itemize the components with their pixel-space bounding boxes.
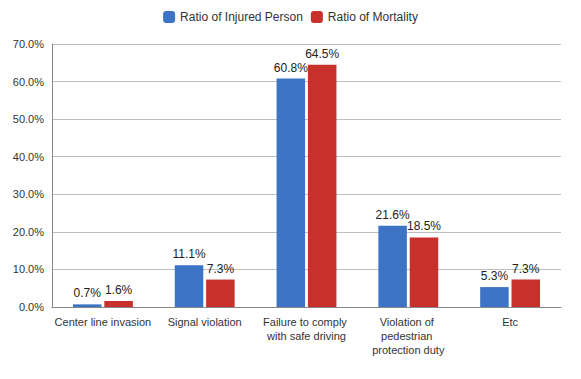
svg-text:50.0%: 50.0%	[13, 113, 44, 125]
svg-text:0.7%: 0.7%	[74, 286, 102, 300]
svg-text:protection duty: protection duty	[372, 344, 445, 356]
svg-text:21.6%: 21.6%	[376, 208, 410, 222]
svg-text:7.3%: 7.3%	[512, 262, 540, 276]
svg-text:70.0%: 70.0%	[13, 38, 44, 50]
svg-text:10.0%: 10.0%	[13, 263, 44, 275]
svg-text:11.1%: 11.1%	[172, 247, 205, 261]
svg-text:20.0%: 20.0%	[13, 226, 44, 238]
svg-text:Ratio of Injured Person: Ratio of Injured Person	[180, 10, 303, 24]
svg-text:40.0%: 40.0%	[13, 151, 44, 163]
svg-text:Etc: Etc	[502, 316, 518, 328]
svg-text:60.0%: 60.0%	[13, 76, 44, 88]
svg-text:Center line invasion: Center line invasion	[55, 316, 152, 328]
svg-text:64.5%: 64.5%	[305, 47, 339, 61]
svg-text:Violation of: Violation of	[380, 316, 437, 328]
svg-text:7.3%: 7.3%	[207, 262, 235, 276]
svg-text:Failure to comply: Failure to comply	[263, 316, 350, 328]
svg-text:18.5%: 18.5%	[407, 219, 441, 233]
svg-text:pedestrian: pedestrian	[381, 330, 435, 342]
svg-text:Signal violation: Signal violation	[168, 316, 242, 328]
svg-text:Ratio of Mortality: Ratio of Mortality	[328, 10, 418, 24]
svg-text:60.8%: 60.8%	[274, 61, 308, 75]
svg-text:with safe driving: with safe driving	[266, 330, 346, 342]
svg-text:30.0%: 30.0%	[13, 188, 44, 200]
svg-text:5.3%: 5.3%	[481, 269, 509, 283]
svg-text:0.0%: 0.0%	[19, 301, 44, 313]
svg-text:1.6%: 1.6%	[105, 283, 133, 297]
